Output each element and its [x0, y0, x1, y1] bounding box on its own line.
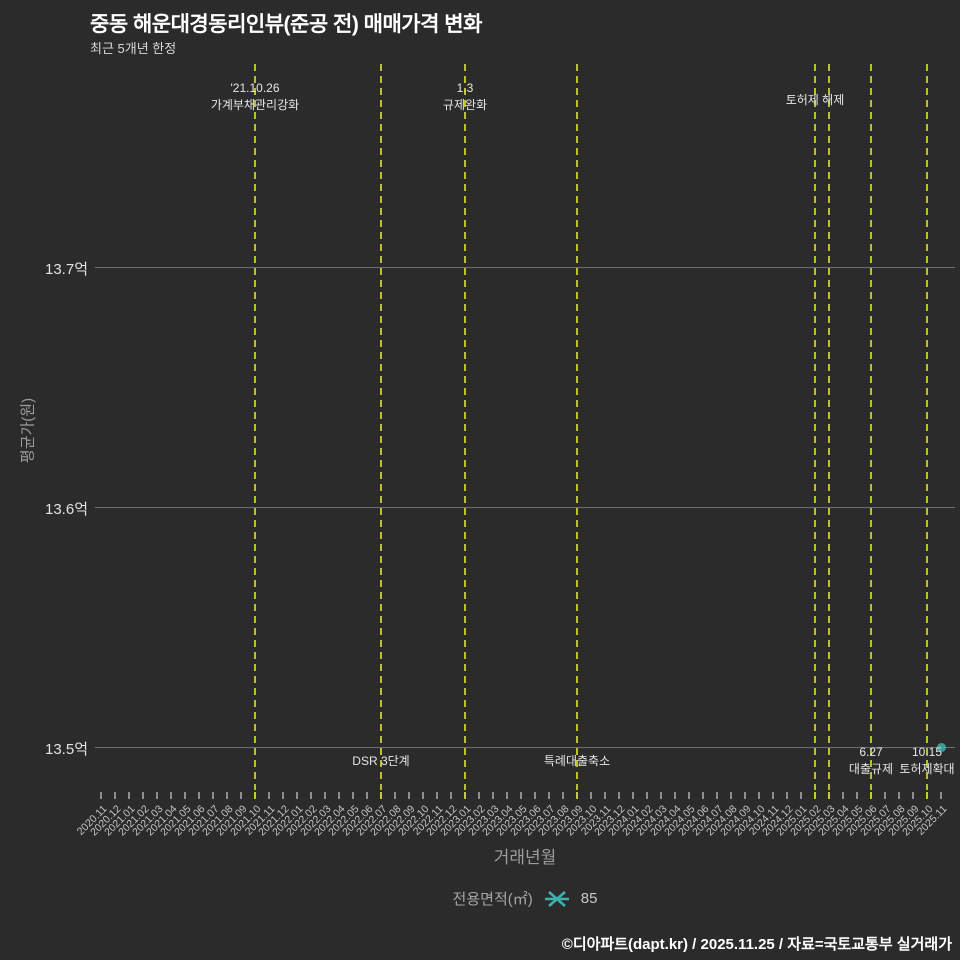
y-tick-label: 13.5억 [45, 741, 88, 758]
x-tick-mark [478, 792, 480, 799]
x-tick-mark [506, 792, 508, 799]
event-label: 10.15 토허제확대 [899, 745, 955, 776]
x-tick-mark [562, 792, 564, 799]
x-tick-mark [324, 792, 326, 799]
event-label: 특례대출축소 [543, 754, 611, 768]
copyright-footer: ©디아파트(dapt.kr) / 2025.11.25 / 자료=국토교통부 실… [561, 936, 952, 953]
x-tick-mark [422, 792, 424, 799]
x-tick-mark [590, 792, 592, 799]
event-label: 토허제 해제 [785, 93, 845, 107]
y-tick-label: 13.7억 [45, 261, 88, 278]
y-gridline [95, 266, 955, 268]
x-tick-mark [450, 792, 452, 799]
event-line [464, 64, 466, 790]
x-tick-mark [128, 792, 130, 799]
x-tick-mark [912, 792, 914, 799]
x-tick-mark [240, 792, 242, 799]
x-tick-mark [926, 792, 928, 799]
x-tick-mark [548, 792, 550, 799]
event-line [828, 64, 830, 790]
x-tick-mark [744, 792, 746, 799]
x-tick-mark [352, 792, 354, 799]
x-tick-mark [646, 792, 648, 799]
x-tick-mark [212, 792, 214, 799]
x-tick-mark [338, 792, 340, 799]
x-tick-mark [268, 792, 270, 799]
x-tick-mark [870, 792, 872, 799]
y-gridline [95, 746, 955, 748]
x-tick-mark [716, 792, 718, 799]
data-point-marker [936, 742, 946, 752]
x-tick-mark [464, 792, 466, 799]
x-tick-mark [282, 792, 284, 799]
event-line [254, 64, 256, 790]
x-tick-mark [296, 792, 298, 799]
x-tick-mark [688, 792, 690, 799]
x-tick-mark [800, 792, 802, 799]
event-line [380, 64, 382, 790]
x-tick-mark [702, 792, 704, 799]
x-tick-mark [534, 792, 536, 799]
event-label: 6.27 대출규제 [848, 745, 894, 776]
event-line [814, 64, 816, 790]
x-tick-mark [660, 792, 662, 799]
x-tick-mark [758, 792, 760, 799]
x-tick-mark [436, 792, 438, 799]
x-tick-mark [786, 792, 788, 799]
x-tick-mark [198, 792, 200, 799]
x-tick-mark [492, 792, 494, 799]
x-tick-mark [730, 792, 732, 799]
x-tick-mark [814, 792, 816, 799]
event-label: 1.3 규제완화 [442, 81, 488, 112]
legend-series-value: 85 [580, 890, 598, 907]
x-tick-mark [254, 792, 256, 799]
x-tick-mark [380, 792, 382, 799]
y-axis-title: 평균가(원) [19, 397, 37, 464]
event-label: '21.10.26 가계부채관리강화 [210, 81, 300, 112]
x-tick-mark [156, 792, 158, 799]
legend: 전용면적(㎡) 85 [95, 888, 955, 909]
x-axis-title: 거래년월 [493, 848, 557, 867]
x-tick-mark [142, 792, 144, 799]
x-tick-mark [632, 792, 634, 799]
x-tick-mark [114, 792, 116, 799]
x-tick-mark [604, 792, 606, 799]
legend-series-label: 전용면적(㎡) [452, 891, 533, 908]
event-line [870, 64, 872, 790]
x-tick-mark [170, 792, 172, 799]
y-tick-label: 13.6억 [45, 501, 88, 518]
x-tick-mark [674, 792, 676, 799]
x-tick-mark [310, 792, 312, 799]
x-tick-mark [100, 792, 102, 799]
x-tick-mark [884, 792, 886, 799]
x-tick-mark [576, 792, 578, 799]
x-tick-mark [618, 792, 620, 799]
event-line [576, 64, 578, 790]
chart-subtitle: 최근 5개년 한정 [90, 41, 177, 56]
x-tick-mark [520, 792, 522, 799]
chart-title: 중동 해운대경동리인뷰(준공 전) 매매가격 변화 [90, 13, 482, 36]
x-tick-mark [828, 792, 830, 799]
x-tick-mark [226, 792, 228, 799]
event-label: DSR 3단계 [352, 754, 410, 768]
x-tick-mark [184, 792, 186, 799]
x-tick-mark [842, 792, 844, 799]
x-tick-mark [408, 792, 410, 799]
x-tick-mark [898, 792, 900, 799]
x-tick-mark [856, 792, 858, 799]
x-tick-mark [940, 792, 942, 799]
x-tick-mark [394, 792, 396, 799]
event-line [926, 64, 928, 790]
star-marker-icon [544, 890, 569, 907]
y-gridline [95, 506, 955, 508]
x-tick-mark [772, 792, 774, 799]
x-tick-mark [366, 792, 368, 799]
